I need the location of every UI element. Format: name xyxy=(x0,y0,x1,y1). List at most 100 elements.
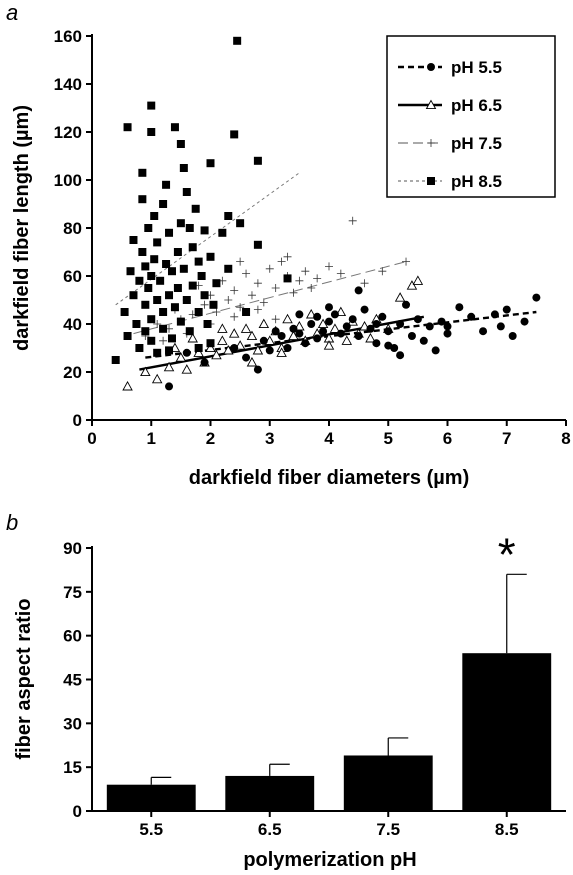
legend-label: pH 6.5 xyxy=(451,96,502,115)
bar xyxy=(106,784,196,811)
scatter-point xyxy=(336,329,345,338)
scatter-point xyxy=(165,291,174,300)
scatter-point xyxy=(144,284,153,292)
scatter-point xyxy=(354,286,363,295)
scatter-point xyxy=(179,164,188,172)
scatter-point xyxy=(277,332,286,340)
scatter-point xyxy=(141,262,150,271)
scatter-point xyxy=(313,312,322,321)
scatter-point xyxy=(259,336,268,345)
scatter-point xyxy=(271,284,280,292)
scatter-point xyxy=(170,303,179,312)
scatter-point xyxy=(313,334,322,343)
scatter-point xyxy=(141,300,150,309)
bar-y-axis-title: fiber aspect ratio xyxy=(13,598,35,759)
scatter-point xyxy=(150,255,159,264)
scatter-point xyxy=(182,296,191,304)
scatter-point xyxy=(163,361,175,372)
scatter-point xyxy=(520,317,529,326)
legend-label: pH 7.5 xyxy=(451,134,502,153)
scatter-x-tick-label: 5 xyxy=(384,429,393,448)
scatter-point xyxy=(135,344,144,352)
scatter-point xyxy=(378,267,387,276)
scatter-point xyxy=(502,305,511,314)
scatter-point xyxy=(162,260,171,268)
scatter-point xyxy=(126,267,135,276)
scatter-point xyxy=(206,159,215,168)
scatter-point xyxy=(236,257,245,266)
scatter-point xyxy=(165,382,174,391)
scatter-point xyxy=(209,300,218,309)
scatter-point xyxy=(402,257,411,266)
scatter-point xyxy=(479,327,488,336)
scatter-point xyxy=(247,291,256,300)
bar-x-axis-title: polymerization pH xyxy=(243,849,416,871)
scatter-point xyxy=(138,248,147,256)
scatter-point xyxy=(233,36,242,45)
legend-marker xyxy=(427,177,435,185)
scatter-point xyxy=(165,346,174,355)
scatter-point xyxy=(271,327,280,336)
scatter-point xyxy=(378,312,387,321)
bar-y-tick-label: 75 xyxy=(63,583,82,602)
trend-line xyxy=(115,172,300,306)
scatter-y-axis-title: darkfield fiber length (µm) xyxy=(11,105,33,351)
scatter-point xyxy=(313,274,322,283)
scatter-panel: a 0 20 40 60 80 100 120 140 160 0 1 2 3 4 5 6 7 8 darkfie… xyxy=(6,0,571,489)
scatter-point xyxy=(176,219,185,228)
scatter-point xyxy=(329,323,341,333)
scatter-point xyxy=(159,324,168,333)
scatter-point xyxy=(200,226,209,235)
scatter-point xyxy=(354,332,363,340)
bar-series: 5.5 6.5 7.5 8.5 * xyxy=(106,528,552,839)
scatter-point xyxy=(212,308,221,316)
scatter-x-tick-label: 3 xyxy=(265,429,274,448)
scatter-point xyxy=(282,313,293,324)
scatter-point xyxy=(170,123,179,132)
scatter-point xyxy=(283,252,292,261)
scatter-point xyxy=(325,317,333,326)
scatter-point xyxy=(147,272,156,280)
scatter-point xyxy=(182,188,191,196)
scatter-point xyxy=(242,353,251,362)
scatter-point xyxy=(144,224,153,232)
scatter-point xyxy=(307,320,316,328)
scatter-point xyxy=(217,323,228,333)
scatter-point xyxy=(206,252,215,261)
scatter-point xyxy=(167,334,176,343)
scatter-point xyxy=(258,318,270,329)
bar-category-label: 6.5 xyxy=(258,820,282,839)
scatter-point xyxy=(194,344,203,352)
scatter-point xyxy=(425,322,434,331)
scatter-point xyxy=(182,348,191,357)
scatter-point xyxy=(165,228,174,237)
scatter-point xyxy=(129,291,138,300)
scatter-point xyxy=(277,257,286,266)
scatter-point xyxy=(147,128,156,136)
scatter-point xyxy=(348,216,357,225)
scatter-point xyxy=(384,327,393,336)
scatter-point xyxy=(150,212,159,220)
scatter-point xyxy=(194,308,203,316)
scatter-point xyxy=(187,332,198,343)
scatter-point xyxy=(181,364,193,374)
legend-marker xyxy=(425,99,437,110)
scatter-point xyxy=(360,279,369,288)
scatter-point xyxy=(147,101,156,110)
scatter-point xyxy=(366,324,375,333)
scatter-point xyxy=(508,332,517,340)
scatter-point xyxy=(283,344,292,352)
scatter-point xyxy=(147,336,156,345)
scatter-point xyxy=(230,312,239,321)
scatter-point xyxy=(173,248,182,256)
scatter-point xyxy=(162,180,171,189)
scatter-y-tick-label: 140 xyxy=(54,75,82,94)
scatter-point xyxy=(412,275,424,285)
scatter-point xyxy=(253,305,262,314)
scatter-point xyxy=(193,347,204,357)
scatter-point xyxy=(406,280,418,290)
scatter-point xyxy=(372,320,381,328)
bar-y-tick-label: 45 xyxy=(63,671,82,690)
scatter-point xyxy=(384,341,393,350)
scatter-point xyxy=(443,329,452,338)
